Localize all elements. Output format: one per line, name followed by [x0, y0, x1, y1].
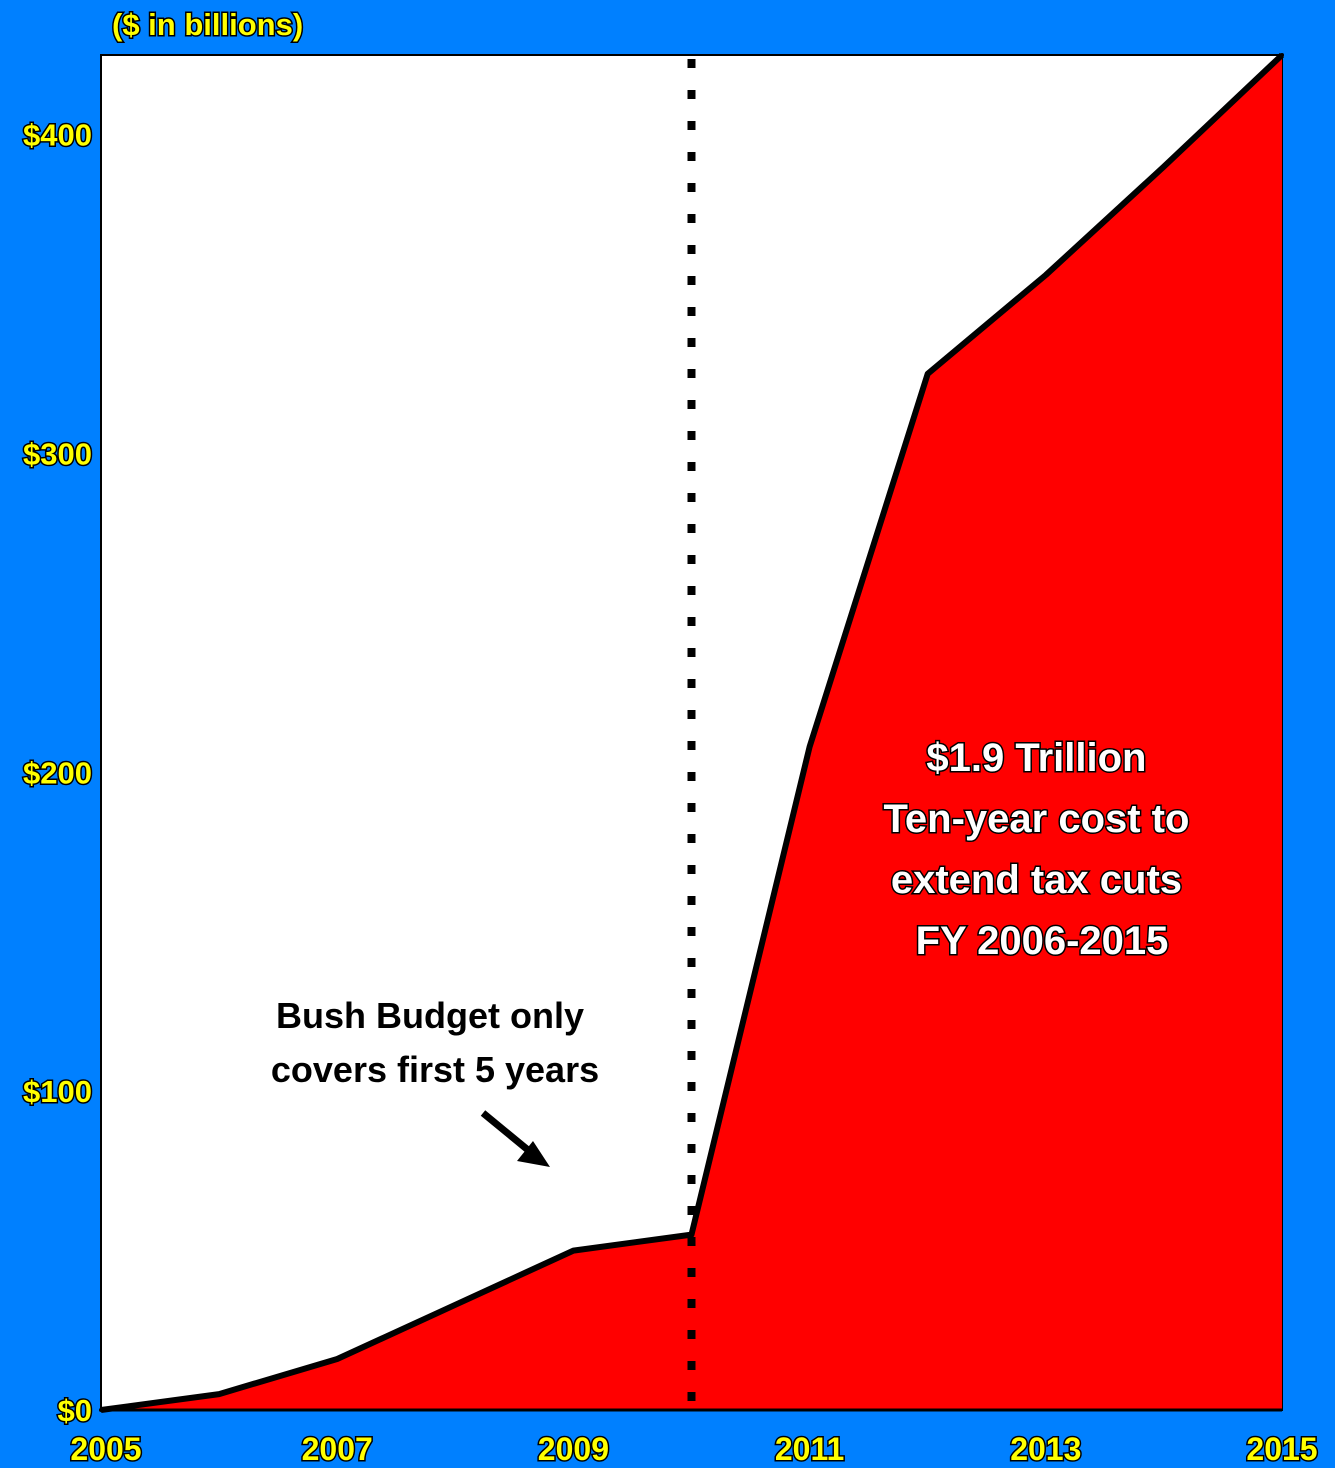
cost-callout: $1.9 Trillion Ten-year cost to extend ta… [883, 736, 1200, 963]
callout-line-2: Ten-year cost to [883, 797, 1189, 841]
callout-line-4: FY 2006-2015 [916, 919, 1169, 963]
note-arrow-icon [480, 1110, 550, 1167]
y-tick-label: $100 [23, 1074, 92, 1109]
callout-line-1: $1.9 Trillion [926, 736, 1146, 780]
area-fill [101, 55, 1282, 1410]
units-label: ($ in billions) [112, 7, 303, 42]
callout-line-3: extend tax cuts [891, 858, 1182, 902]
y-axis-ticks: $0 $100 $200 $300 $400 [22, 116, 94, 1429]
x-axis-ticks: 2005 2007 2009 2011 2013 2015 [69, 1430, 1319, 1468]
note-line-2: covers first 5 years [271, 1049, 599, 1090]
x-tick-label: 2015 [1246, 1431, 1317, 1467]
data-point-2006 [217, 1392, 222, 1397]
x-tick-label: 2013 [1010, 1431, 1081, 1467]
data-point-2010 [689, 1232, 694, 1237]
y-tick-label: $400 [23, 118, 92, 153]
data-point-2015 [1280, 53, 1284, 57]
data-point-2011 [807, 744, 812, 749]
x-tick-label: 2009 [538, 1431, 609, 1467]
y-tick-label: $300 [23, 437, 92, 472]
data-point-2014 [1161, 164, 1166, 169]
data-point-2008 [453, 1302, 458, 1307]
area-series [99, 52, 1285, 1413]
note-line-1: Bush Budget only [276, 995, 584, 1036]
data-point-2013 [1043, 273, 1048, 277]
x-tick-label: 2007 [302, 1431, 373, 1467]
budget-note: Bush Budget only covers first 5 years [271, 995, 599, 1090]
data-point-2012 [925, 371, 930, 376]
data-point-2007 [335, 1357, 340, 1361]
data-point-2009 [571, 1248, 576, 1253]
y-tick-label: $200 [23, 755, 92, 790]
x-tick-label: 2005 [70, 1431, 141, 1467]
y-tick-label: $0 [58, 1393, 92, 1428]
x-tick-label: 2011 [775, 1431, 844, 1467]
